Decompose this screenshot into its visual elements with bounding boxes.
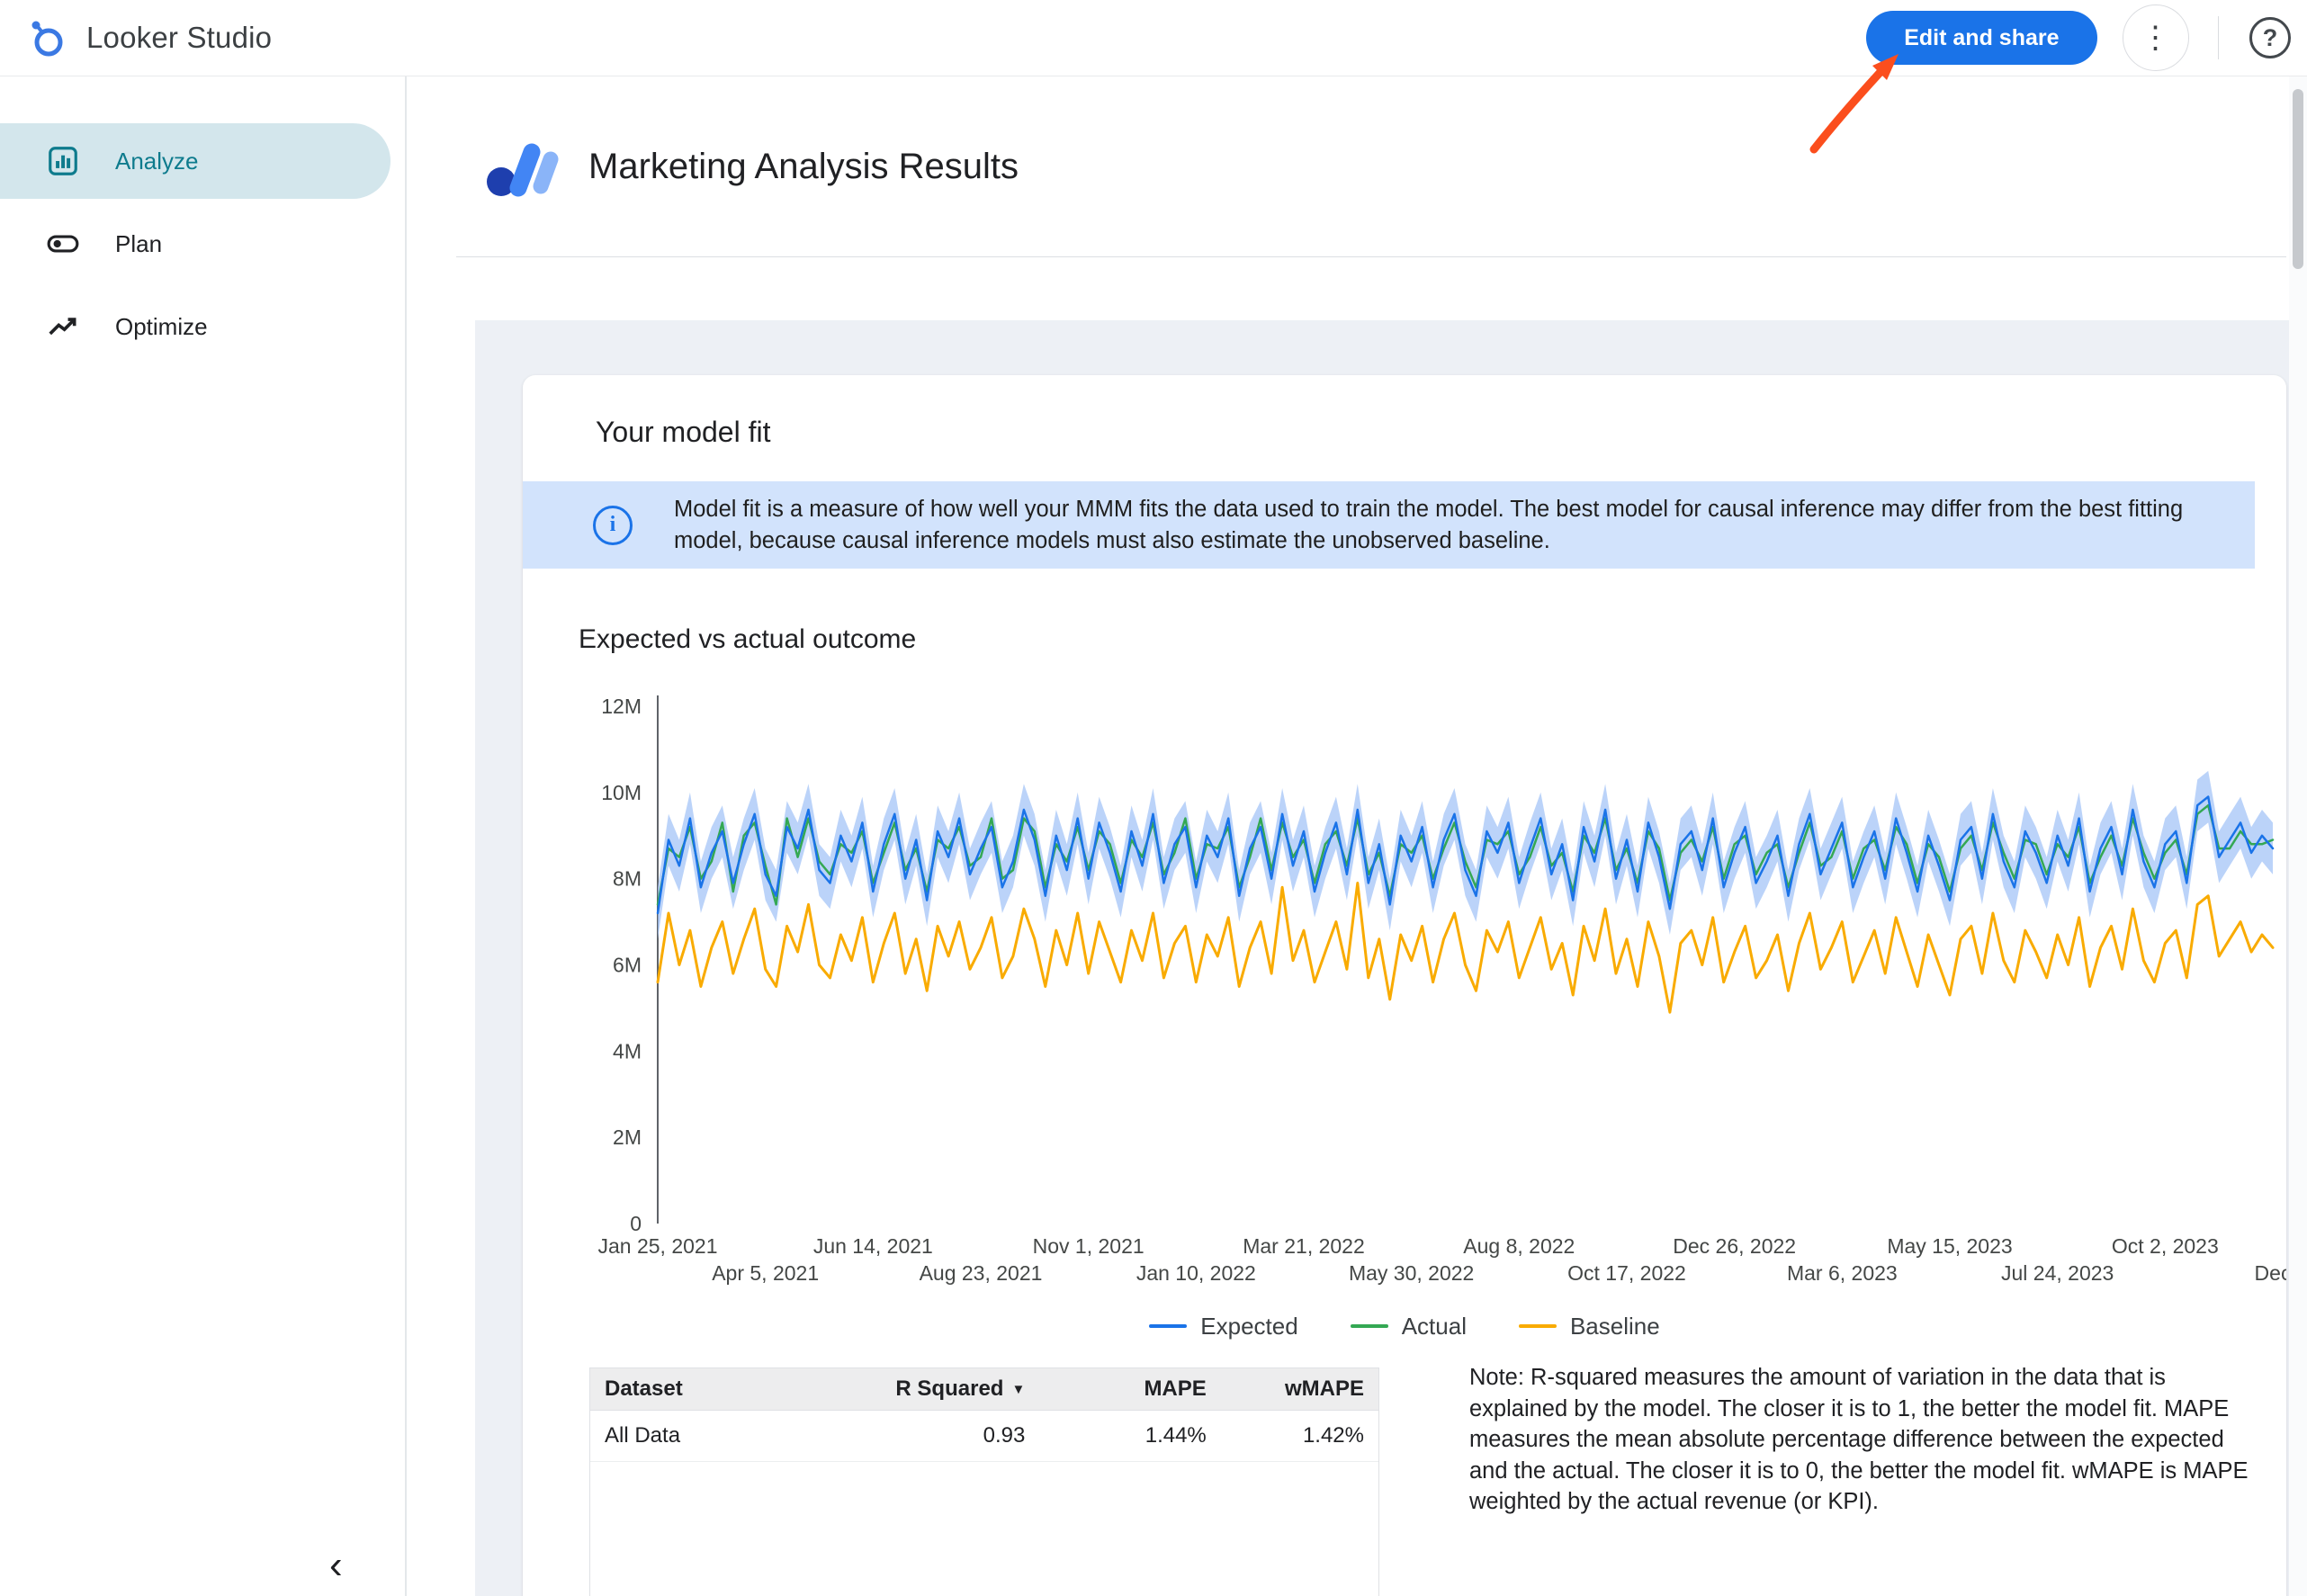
scrollbar[interactable] [2289,76,2307,1596]
sidebar-item-analyze[interactable]: Analyze [0,123,390,199]
table-cell: 1.44% [1039,1410,1221,1462]
table-cell: 1.42% [1220,1410,1378,1462]
edit-and-share-button[interactable]: Edit and share [1866,11,2097,65]
scrollbar-thumb[interactable] [2293,89,2303,269]
svg-text:0: 0 [630,1212,642,1235]
expected-vs-actual-chart[interactable]: 0 2M 4M 6M 8M 10M 12M Jan 25, 2021 Apr 5, 2021 Ju… [523,675,2286,1296]
report-logo-icon [482,130,565,203]
toggle-icon [45,226,81,262]
svg-text:Mar 6, 2023: Mar 6, 2023 [1787,1261,1898,1285]
svg-text:May 15, 2023: May 15, 2023 [1887,1234,2012,1258]
column-header-dataset[interactable]: Dataset [590,1368,827,1411]
legend-label: Expected [1200,1312,1298,1340]
svg-text:8M: 8M [613,867,642,891]
column-header-wmape[interactable]: wMAPE [1220,1368,1378,1411]
svg-text:Jul 24, 2023: Jul 24, 2023 [2001,1261,2114,1285]
sidebar-item-optimize[interactable]: Optimize [0,289,390,364]
table-row: All Data 0.93 1.44% 1.42% [590,1410,1378,1462]
svg-text:Jun 14, 2021: Jun 14, 2021 [813,1234,933,1258]
info-banner: i Model fit is a measure of how well you… [523,481,2255,569]
legend-swatch [1149,1324,1188,1328]
legend-item-expected: Expected [1149,1312,1298,1340]
table-cell: All Data [590,1410,827,1462]
sidebar-item-label: Analyze [115,147,199,175]
legend-swatch [1350,1324,1388,1328]
svg-text:Jan 10, 2022: Jan 10, 2022 [1136,1261,1256,1285]
svg-text:10M: 10M [601,781,642,804]
legend-label: Baseline [1569,1312,1660,1340]
svg-text:Aug 8, 2022: Aug 8, 2022 [1463,1234,1575,1258]
info-banner-text: Model fit is a measure of how well your … [674,496,2184,553]
sidebar-item-label: Optimize [115,312,208,340]
column-header-r-squared[interactable]: R Squared ▼ [826,1368,1040,1411]
bar-chart-icon [45,143,81,179]
report-backdrop: Your model fit i Model fit is a measure … [475,320,2289,1596]
vertical-ellipsis-icon: ⋮ [2140,21,2171,55]
svg-text:12M: 12M [601,695,642,718]
app-title: Looker Studio [86,21,273,54]
model-fit-card: Your model fit i Model fit is a measure … [523,375,2286,1596]
legend-label: Actual [1401,1312,1467,1340]
svg-text:Dec 26, 2022: Dec 26, 2022 [1673,1234,1796,1258]
svg-text:Oct 17, 2022: Oct 17, 2022 [1567,1261,1686,1285]
question-mark-icon: ? [2262,23,2278,51]
model-fit-table: Dataset R Squared ▼ MAPE wMAPE All Data 0.93 1… [589,1367,1379,1596]
brand: Looker Studio [0,18,272,58]
trending-up-icon [45,309,81,345]
svg-text:Jan 25, 2021: Jan 25, 2021 [597,1234,717,1258]
svg-text:Mar 21, 2022: Mar 21, 2022 [1243,1234,1365,1258]
more-options-button[interactable]: ⋮ [2122,4,2189,71]
sidebar-item-label: Plan [115,229,163,257]
title-divider [456,256,2286,257]
svg-text:Apr 5, 2021: Apr 5, 2021 [712,1261,819,1285]
svg-text:Nov 1, 2021: Nov 1, 2021 [1033,1234,1145,1258]
report-header: Marketing Analysis Results [407,76,2307,256]
svg-text:6M: 6M [613,954,642,977]
note-text: Note: R-squared measures the amount of v… [1469,1365,2249,1514]
svg-text:Dec: Dec [2255,1261,2286,1285]
table-cell: 0.93 [826,1410,1040,1462]
chart-title: Expected vs actual outcome [579,624,917,654]
legend-item-baseline: Baseline [1518,1312,1660,1340]
looker-studio-logo-icon [27,18,67,58]
legend-swatch [1518,1324,1557,1328]
svg-text:May 30, 2022: May 30, 2022 [1349,1261,1474,1285]
info-icon: i [593,505,633,545]
top-bar: Looker Studio Edit and share ⋮ ? [0,0,2307,76]
bottom-row: Dataset R Squared ▼ MAPE wMAPE All Data 0.93 1… [589,1365,2286,1596]
sidebar-item-plan[interactable]: Plan [0,206,390,282]
sidebar: Analyze Plan Optimize ‹ [0,76,407,1596]
svg-text:2M: 2M [613,1125,642,1149]
top-bar-actions: Edit and share ⋮ ? [1866,4,2307,71]
report-title: Marketing Analysis Results [588,146,1019,186]
svg-text:4M: 4M [613,1039,642,1063]
legend-item-actual: Actual [1350,1312,1467,1340]
svg-text:Aug 23, 2021: Aug 23, 2021 [920,1261,1043,1285]
report-canvas: Marketing Analysis Results Your model fi… [407,76,2307,1596]
column-header-mape[interactable]: MAPE [1039,1368,1221,1411]
sort-caret-icon: ▼ [1011,1382,1026,1398]
chart-legend: Expected Actual Baseline [523,1308,2286,1344]
sidebar-collapse-button[interactable]: ‹ [324,1542,348,1589]
svg-text:Oct 2, 2023: Oct 2, 2023 [2112,1234,2219,1258]
card-heading: Your model fit [596,416,771,448]
help-button[interactable]: ? [2249,17,2291,58]
actions-divider [2217,16,2219,59]
